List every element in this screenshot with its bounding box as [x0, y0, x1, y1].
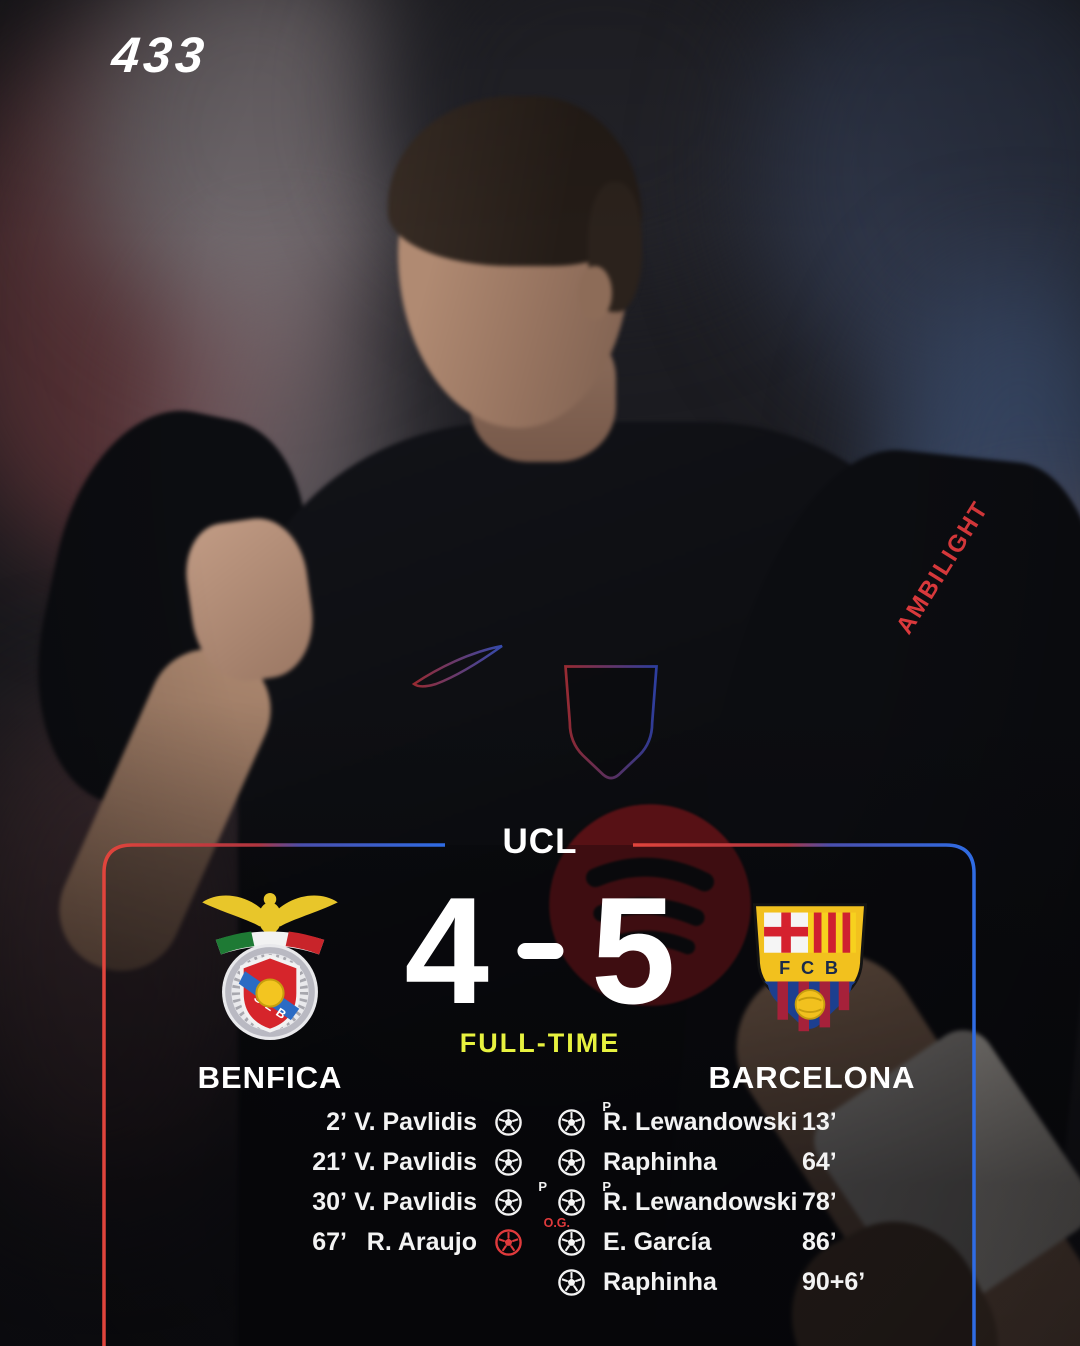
- away-team-name: BARCELONA: [708, 1060, 916, 1095]
- home-team-name: BENFICA: [197, 1060, 343, 1095]
- away-scorer-name: Raphinha: [603, 1147, 717, 1176]
- away-goal-minute: 90+6’: [802, 1267, 866, 1296]
- away-scorer-name: Raphinha: [603, 1267, 717, 1296]
- ball-icon: [539, 1142, 603, 1182]
- scorers-list: 2’ V. Pavlidis P R. Lewandowski 13’ 21’ …: [100, 1099, 978, 1302]
- away-scorer-name: R. Lewandowski: [603, 1107, 798, 1136]
- ball-icon: [539, 1262, 603, 1302]
- score: 4 5: [404, 866, 676, 1036]
- penalty-ball-icon: P: [539, 1099, 611, 1142]
- competition-label: UCL: [502, 822, 578, 861]
- home-goal-minute: 21’: [312, 1147, 347, 1176]
- home-goal-minute: 30’: [312, 1187, 347, 1216]
- 433-logo: 433: [109, 27, 211, 83]
- away-goal-minute: 78’: [802, 1187, 837, 1216]
- scorer-row: 30’ V. Pavlidis P P R. Lewandowski 78’: [100, 1179, 978, 1222]
- home-goal-minute: 67’: [312, 1227, 347, 1256]
- away-goal-minute: 64’: [802, 1147, 837, 1176]
- ball-icon: [477, 1102, 539, 1142]
- away-goal-minute: 13’: [802, 1107, 837, 1136]
- away-score: 5: [591, 866, 676, 1036]
- home-scorer-name: V. Pavlidis: [354, 1107, 477, 1136]
- home-scorer-name: R. Araujo: [366, 1227, 477, 1256]
- away-scorer-name: R. Lewandowski: [603, 1187, 798, 1216]
- full-time-label: FULL-TIME: [459, 1028, 621, 1058]
- scorer-row: Raphinha 90+6’: [100, 1262, 978, 1302]
- score-separator: [517, 943, 563, 959]
- home-scorer-name: V. Pavlidis: [354, 1147, 477, 1176]
- home-goal-minute: 2’: [326, 1107, 347, 1136]
- home-scorer-name: V. Pavlidis: [354, 1187, 477, 1216]
- home-score: 4: [404, 866, 489, 1036]
- ball-icon: [477, 1142, 539, 1182]
- scorer-row: 2’ V. Pavlidis P R. Lewandowski 13’: [100, 1099, 978, 1142]
- penalty-ball-icon: P: [477, 1179, 547, 1222]
- scorer-row: 21’ V. Pavlidis Raphinha 64’: [100, 1142, 978, 1182]
- own-goal-ball-icon: O.G.: [477, 1216, 570, 1262]
- away-scorer-name: E. García: [603, 1227, 712, 1256]
- svg-text:F C B: F C B: [779, 958, 841, 978]
- scorer-row: 67’ R. Araujo O.G. E. García 86’: [100, 1216, 978, 1262]
- barcelona-crest: F C B: [752, 903, 868, 1032]
- ball-icon: [539, 1222, 603, 1262]
- away-goal-minute: 86’: [802, 1227, 837, 1256]
- benfica-crest: SLB: [202, 892, 338, 1040]
